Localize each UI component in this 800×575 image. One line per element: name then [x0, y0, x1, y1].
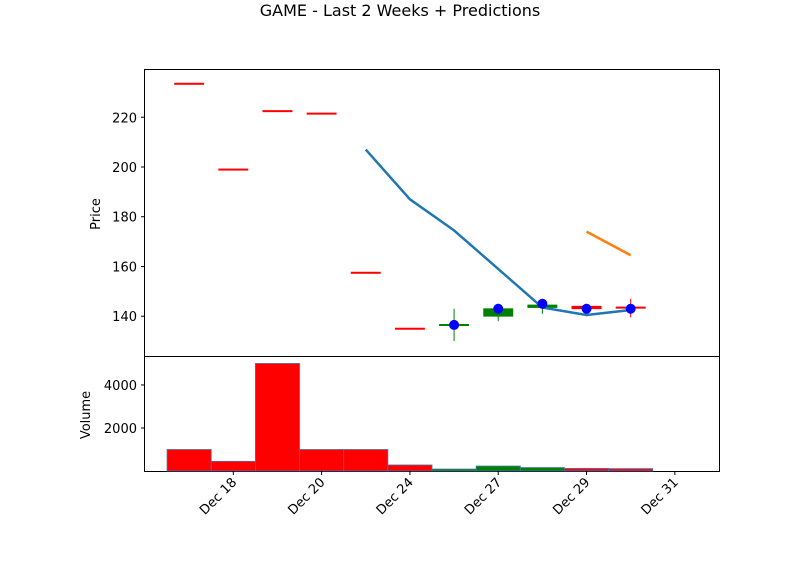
volume-bar — [254, 363, 300, 472]
price-y-tick-label: 160 — [112, 260, 137, 275]
price-axis-label: Price — [89, 198, 104, 230]
volume-bar — [564, 468, 610, 472]
close-marker — [537, 298, 548, 309]
candle-body — [174, 82, 205, 85]
price-y-tick-label: 220 — [112, 111, 137, 126]
candle-body — [306, 112, 337, 115]
volume-bar — [210, 460, 256, 472]
close-marker — [581, 303, 592, 314]
prediction-lines — [364, 148, 632, 317]
chart-title: GAME - Last 2 Weeks + Predictions — [260, 1, 540, 20]
x-tick-label: Dec 18 — [197, 475, 240, 518]
price-y-tick-label: 200 — [112, 161, 137, 176]
volume-bar — [299, 449, 345, 472]
prediction-line — [364, 148, 631, 317]
volume-y-tick-label: 2000 — [104, 422, 137, 437]
volume-bar — [343, 449, 389, 472]
volume-bar — [608, 468, 654, 472]
volume-bar — [166, 449, 212, 472]
x-tick-label: Dec 31 — [639, 475, 682, 518]
close-marker — [493, 303, 504, 314]
candle-body — [350, 271, 381, 274]
close-markers — [449, 298, 636, 330]
volume-bar — [431, 468, 477, 472]
candle-body — [394, 327, 425, 330]
candle-body — [218, 168, 249, 171]
volume-y-tick-label: 4000 — [104, 379, 137, 394]
price-plot-frame — [144, 69, 720, 357]
close-marker — [625, 303, 636, 314]
volume-bars — [166, 363, 654, 472]
volume-y-axis: 2000 4000 — [104, 379, 145, 437]
volume-bar — [475, 465, 521, 472]
x-tick-label: Dec 20 — [285, 475, 328, 518]
prediction-line — [585, 230, 632, 257]
price-panel: 140 160 180 200 220 Price — [89, 69, 720, 357]
x-tick-label: Dec 24 — [374, 475, 417, 518]
close-marker — [449, 319, 460, 330]
price-y-tick-label: 140 — [112, 310, 137, 325]
volume-bar — [519, 467, 565, 472]
x-tick-label: Dec 27 — [462, 475, 505, 518]
x-tick-label: Dec 29 — [550, 475, 593, 518]
price-y-tick-label: 180 — [112, 211, 137, 226]
volume-plot-frame — [144, 356, 720, 472]
x-axis: Dec 18 Dec 20 Dec 24 Dec 27 Dec 29 Dec 31 — [197, 471, 682, 518]
price-y-axis: 140 160 180 200 220 — [112, 111, 145, 325]
volume-panel: 2000 4000 Volume — [79, 356, 720, 472]
candle-body — [262, 110, 293, 113]
volume-bar — [387, 464, 433, 472]
volume-axis-label: Volume — [79, 391, 94, 439]
